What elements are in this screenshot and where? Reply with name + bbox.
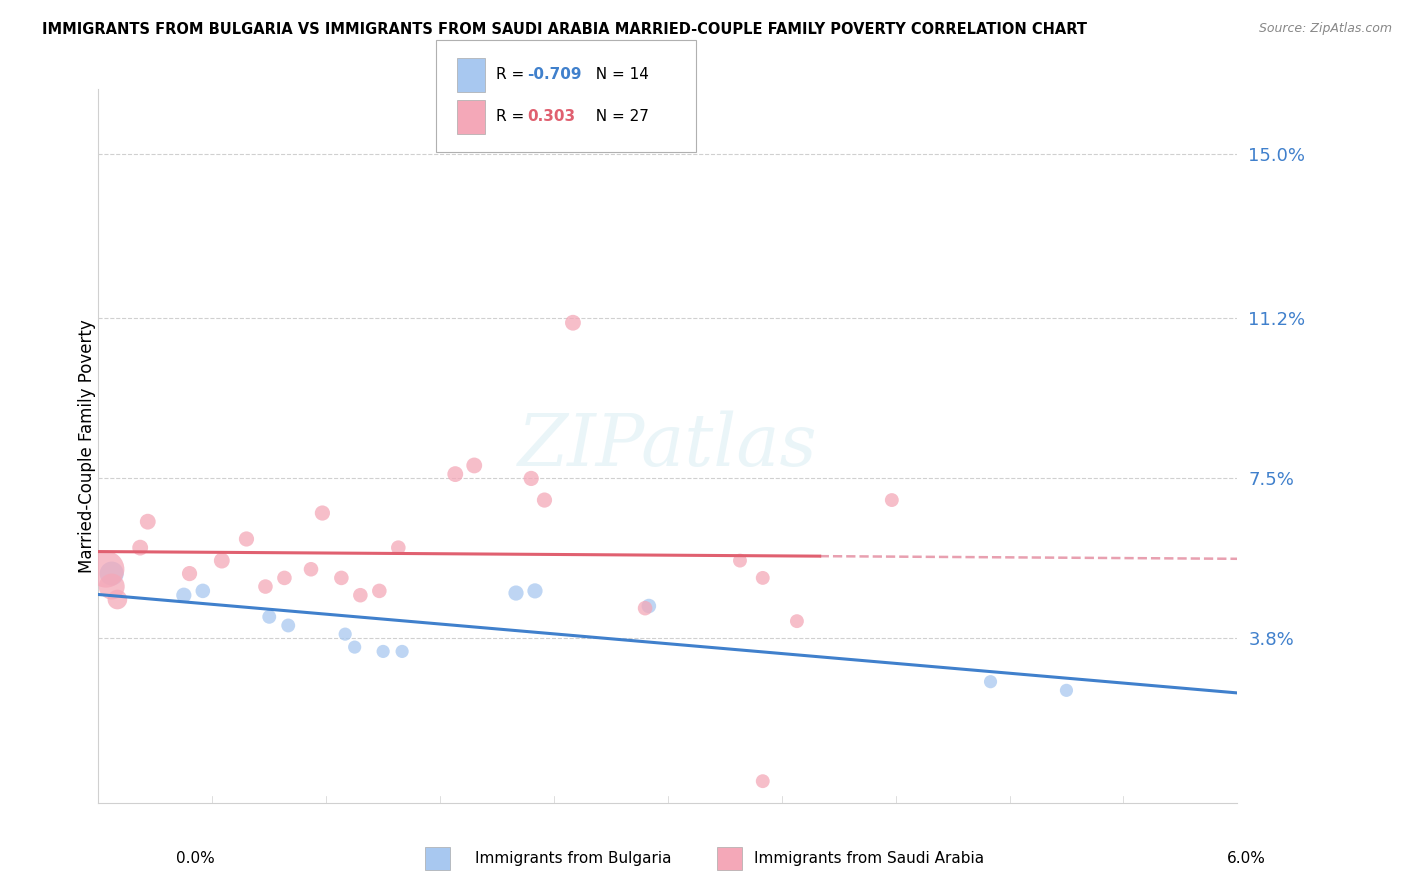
Point	[752, 774, 775, 789]
Point	[637, 599, 661, 613]
Point	[371, 644, 394, 658]
Text: N = 14: N = 14	[586, 68, 650, 82]
Point	[277, 618, 299, 632]
Point	[349, 588, 371, 602]
Point	[100, 580, 122, 594]
Point	[520, 471, 543, 485]
Point	[191, 583, 214, 598]
Point	[335, 627, 357, 641]
Point	[1054, 683, 1078, 698]
Text: R =: R =	[496, 110, 530, 124]
Point	[880, 493, 903, 508]
Point	[387, 541, 409, 555]
Text: ZIPatlas: ZIPatlas	[517, 410, 818, 482]
Point	[463, 458, 485, 473]
Point	[368, 583, 391, 598]
Point	[561, 316, 585, 330]
Text: 6.0%: 6.0%	[1226, 851, 1265, 865]
Point	[136, 515, 159, 529]
Point	[505, 586, 527, 600]
Point	[129, 541, 152, 555]
Text: 0.303: 0.303	[527, 110, 575, 124]
Point	[107, 592, 129, 607]
Point	[444, 467, 467, 482]
Point	[634, 601, 657, 615]
Point	[979, 674, 1001, 689]
Text: N = 27: N = 27	[586, 110, 650, 124]
Point	[728, 553, 751, 567]
Point	[391, 644, 413, 658]
Point	[343, 640, 366, 654]
Point	[786, 614, 808, 628]
Text: Immigrants from Bulgaria: Immigrants from Bulgaria	[475, 851, 672, 866]
Point	[211, 553, 233, 567]
Point	[254, 580, 277, 594]
Point	[179, 566, 201, 581]
Point	[299, 562, 322, 576]
Text: Source: ZipAtlas.com: Source: ZipAtlas.com	[1258, 22, 1392, 36]
Point	[94, 562, 117, 576]
Point	[100, 566, 122, 581]
Point	[330, 571, 353, 585]
Point	[273, 571, 295, 585]
Y-axis label: Married-Couple Family Poverty: Married-Couple Family Poverty	[79, 319, 96, 573]
Text: Immigrants from Saudi Arabia: Immigrants from Saudi Arabia	[754, 851, 984, 866]
Text: -0.709: -0.709	[527, 68, 582, 82]
Point	[311, 506, 333, 520]
Text: 0.0%: 0.0%	[176, 851, 215, 865]
Point	[752, 571, 775, 585]
Point	[235, 532, 257, 546]
Text: IMMIGRANTS FROM BULGARIA VS IMMIGRANTS FROM SAUDI ARABIA MARRIED-COUPLE FAMILY P: IMMIGRANTS FROM BULGARIA VS IMMIGRANTS F…	[42, 22, 1087, 37]
Point	[259, 610, 281, 624]
Text: R =: R =	[496, 68, 530, 82]
Point	[173, 588, 195, 602]
Point	[523, 583, 546, 598]
Point	[533, 493, 555, 508]
